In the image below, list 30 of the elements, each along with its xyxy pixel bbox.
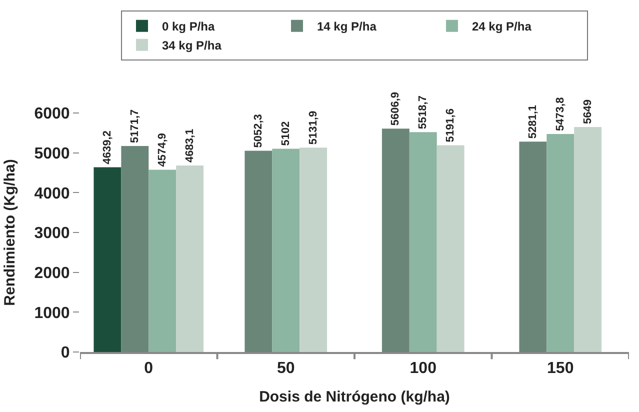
data-label: 5518,7 [417, 96, 430, 130]
x-tick-label: 50 [276, 360, 295, 378]
legend-label: 24 kg P/ha [472, 20, 532, 34]
data-label: 5102 [280, 121, 292, 146]
y-tick-label: 5000 [34, 145, 70, 162]
y-tick-label: 2000 [34, 264, 70, 282]
x-tick-label: 0 [144, 360, 154, 378]
data-label: 5281,1 [526, 104, 539, 139]
data-label: 5131,9 [307, 110, 320, 145]
data-label: 5171,7 [128, 109, 141, 143]
data-label: 5649 [582, 99, 594, 124]
y-tick-label: 1000 [34, 304, 70, 322]
y-tick-label: 3000 [34, 225, 70, 242]
legend-label: 14 kg P/ha [317, 20, 377, 34]
legend-label: 34 kg P/ha [162, 38, 222, 53]
x-tick-label: 150 [547, 360, 574, 378]
data-label: 5052,3 [252, 114, 264, 148]
data-label: 5473,8 [554, 97, 566, 131]
y-tick-label: 0 [60, 344, 70, 362]
data-label: 4574,9 [156, 133, 168, 167]
y-axis-title: Rendimiento (Kg/ha) [1, 159, 18, 306]
data-label: 4683,1 [184, 128, 196, 162]
x-axis-title: Dosis de Nitrógeno (kg/ha) [259, 388, 450, 406]
y-tick-label: 4000 [34, 185, 70, 202]
data-label: 4639,2 [101, 130, 114, 164]
x-tick-label: 100 [410, 360, 437, 378]
y-tick-label: 6000 [34, 106, 70, 123]
data-label: 5606,9 [390, 92, 402, 126]
legend-label: 0 kg P/ha [162, 20, 216, 34]
data-label: 5191,6 [444, 108, 457, 142]
